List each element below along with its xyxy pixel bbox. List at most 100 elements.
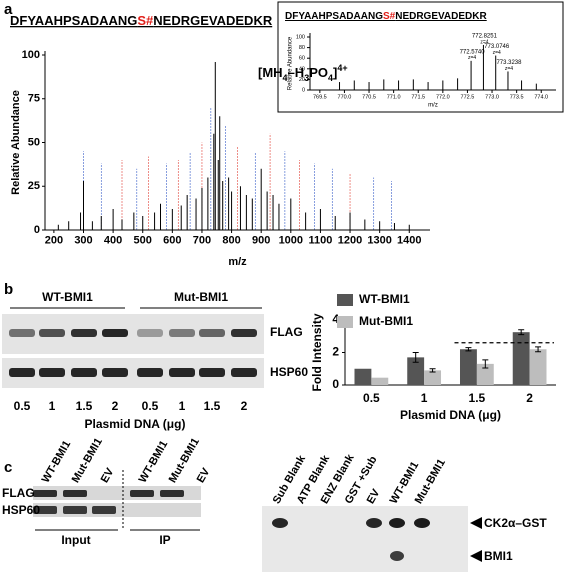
x-tick-label: 600 [163,235,181,247]
bar [512,332,530,385]
annotation-part: 4 [283,73,288,83]
lane-label: WT-BMI1 [40,439,74,485]
y-tick-label: 25 [28,180,40,192]
charge-label: z=4 [468,55,476,61]
band [169,368,195,377]
band [33,490,57,497]
x-tick-label: 300 [74,235,92,247]
band [231,329,257,337]
y-tick-label: 50 [28,136,40,148]
x-tick-label: 773.5 [510,94,524,100]
annotation-part: 4+ [337,63,347,73]
band [272,518,288,528]
peak-label: 773.3238 [496,60,522,66]
x-axis-label: m/z [228,256,247,268]
annotation-part: [MH [258,65,283,80]
legend-label: WT-BMI1 [359,292,410,306]
row-label: FLAG [270,325,303,339]
x-axis-label: m/z [428,103,438,109]
band [390,551,404,561]
band-label: BMI1 [484,549,513,563]
error-bar [465,347,472,352]
band [9,329,35,337]
x-tick-label: 1300 [367,235,391,247]
x-tick-label: 900 [252,235,270,247]
lane-label: 1.5 [76,399,93,413]
error-bar [518,329,525,336]
x-tick-label: 773.0 [485,94,499,100]
arrowhead [470,550,482,562]
band-label: CK2α–GST [484,516,547,530]
legend-swatch [337,294,353,306]
sequence-part: S# [383,11,396,22]
x-tick-label: 1100 [308,235,332,247]
error-bar [429,368,436,373]
x-axis-label: Plasmid DNA (μg) [400,408,501,422]
bar [459,349,477,385]
y-tick-label: 20 [299,77,305,83]
bar [476,363,494,385]
band [39,368,65,377]
annotation-part: 3 [304,73,309,83]
band [169,329,195,337]
x-tick-label: 1400 [397,235,421,247]
x-tick-label: 800 [222,235,240,247]
x-tick-label: 0.5 [363,391,380,405]
group-label: Input [61,533,90,547]
x-tick-label: 1 [421,391,428,405]
bar [407,357,425,385]
band [63,490,87,497]
band [71,368,97,377]
y-axis-label: Fold Intensity [310,313,324,391]
lane-label: EV [365,487,383,506]
band [160,490,184,497]
charge-label: z=4 [480,39,488,45]
peak-label: 772.5740 [460,49,486,55]
x-tick-label: 769.5 [313,94,327,100]
band [39,329,65,337]
x-tick-label: 1000 [279,235,303,247]
y-tick-label: 0 [302,87,305,93]
inset-frame [277,1,564,113]
lane-label: EV [195,466,213,485]
x-tick-label: 772.5 [461,94,475,100]
x-tick-label: 770.5 [362,94,376,100]
y-tick-label: 2 [332,345,339,359]
blot-membrane [33,503,201,517]
panel-label: a [4,1,13,18]
autoradiograph [262,506,468,572]
x-tick-label: 1.5 [469,391,486,405]
y-tick-label: 75 [28,93,40,105]
lane-label: 1.5 [204,399,221,413]
lane-label: EV [99,466,117,485]
sequence-part: NEDRGEVADEDKR [395,11,487,22]
y-tick-label: 100 [296,34,305,40]
legend-swatch [337,316,353,328]
peak-label: 772.8251 [472,34,498,40]
blot-group-label: WT-BMI1 [42,290,93,304]
bar [354,368,372,385]
band [71,329,97,337]
x-tick-label: 200 [45,235,63,247]
band [33,506,57,514]
panel-label: c [4,459,12,476]
band [137,368,163,377]
group-label: IP [159,533,170,547]
lane-label: 1 [49,399,56,413]
error-bar [535,346,542,353]
sequence-part: S# [137,13,154,28]
sequence-part: DFYAAHPSADAANG [285,11,383,22]
x-tick-label: 1200 [338,235,362,247]
peptide-sequence: DFYAAHPSADAANGS#NEDRGEVADEDKR [285,11,487,22]
y-tick-label: 40 [299,66,305,72]
x-axis-label: Plasmid DNA (μg) [85,417,186,431]
peak-label: 773.0746 [484,44,510,50]
y-axis-label: Relative Abundance [288,36,294,90]
band [199,329,225,337]
row-label: HSP60 [2,503,40,517]
y-tick-label: 100 [22,49,40,61]
row-label: FLAG [2,486,35,500]
band [92,506,116,514]
band [231,368,257,377]
